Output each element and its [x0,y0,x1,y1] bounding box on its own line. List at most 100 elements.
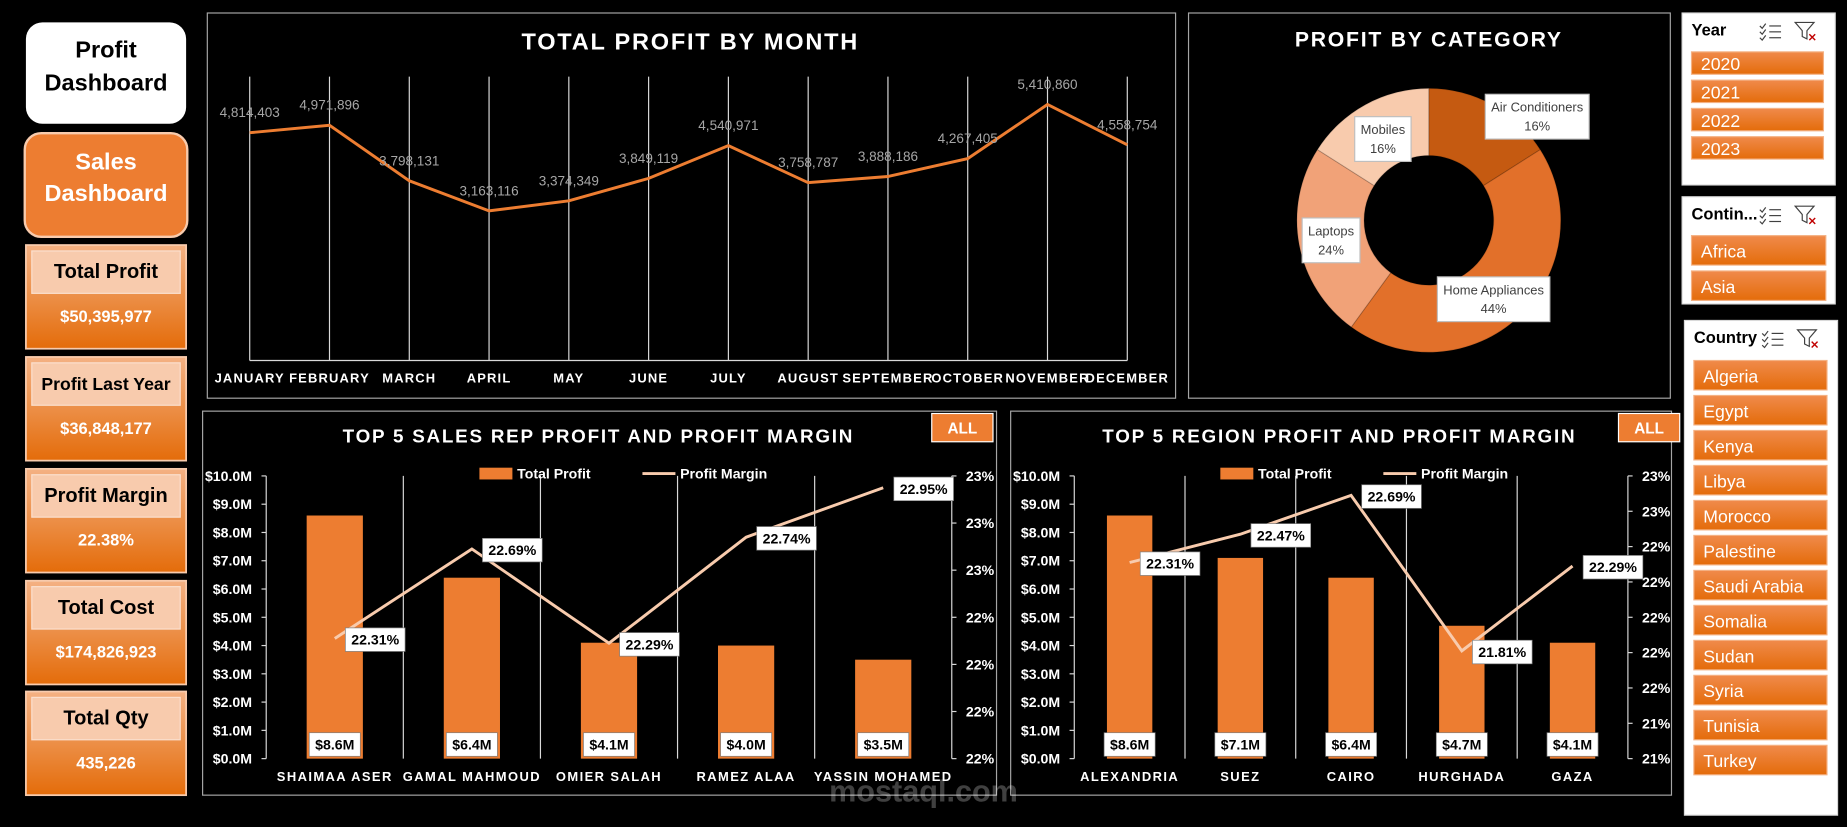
slicer-item-label[interactable]: Turkey [1703,751,1756,771]
icon-check [1759,23,1767,30]
slicer-item[interactable] [1690,79,1825,104]
y-tick-label: $9.0M [1021,496,1060,512]
clear-filter-icon[interactable] [1793,205,1816,225]
slicer-item-label[interactable]: 2020 [1701,54,1740,74]
slicer-item-label[interactable]: Algeria [1703,366,1758,386]
kpi-title: Profit Margin [44,485,167,507]
line-label-box [1361,484,1422,509]
line-value-label: 22.74% [763,530,811,546]
slicer-item[interactable] [1693,639,1828,671]
value-label: 5,410,860 [1017,77,1077,92]
slicer-item[interactable] [1690,51,1825,75]
multi-select-icon[interactable] [1759,23,1782,41]
all-button-label[interactable]: ALL [1634,420,1664,437]
bar [1217,557,1264,759]
slicer-item-label[interactable]: Tunisia [1703,716,1759,736]
slicer-item-label[interactable]: Saudi Arabia [1703,576,1803,596]
data-label-box [1436,276,1551,323]
slicer-item-label[interactable]: Palestine [1703,541,1776,561]
slicer-item[interactable] [1693,429,1828,461]
slicer-item[interactable] [1690,107,1825,132]
slicer-item[interactable] [1693,394,1828,426]
bar-label-box [446,732,498,757]
y-tick-label: $10.0M [205,468,252,484]
y2-tick-label: 22% [1642,645,1671,661]
slicer-item[interactable] [1693,464,1828,496]
value-label: 4,267,405 [938,131,998,146]
multi-select-icon[interactable] [1761,330,1784,349]
slicer-item-label[interactable]: Kenya [1703,436,1753,456]
slicer-item-label[interactable]: Somalia [1703,611,1767,631]
clear-filter-icon[interactable] [1793,21,1816,41]
icon-check [1759,218,1767,225]
kpi-value: 22.38% [78,532,134,550]
all-button[interactable] [1617,412,1681,443]
line-value-label: 22.29% [1589,559,1637,575]
category-label: Home Appliances [1443,282,1544,297]
slicer-item-label[interactable]: Egypt [1703,401,1748,421]
kpi-title: Total Profit [54,261,158,283]
slicer-item[interactable] [1693,359,1828,391]
slicer-item[interactable] [1693,604,1828,636]
slicer-title: Country [1694,329,1758,347]
line-label-box [1250,523,1312,548]
line-value-label: 22.31% [1146,556,1194,572]
slicer-item-label[interactable]: Libya [1703,471,1745,491]
slicer-item[interactable] [1693,534,1828,566]
x-tick-label: JUNE [629,371,668,386]
sales-dashboard-button[interactable] [23,131,189,238]
slicer-title: Year [1692,22,1727,40]
x-tick-label: HURGHADA [1418,769,1505,784]
y-tick-label: $2.0M [213,694,252,710]
y-tick-label: $3.0M [1021,666,1060,682]
bar [443,577,500,759]
x-tick-label: SHAIMAA ASER [277,769,393,784]
icon-funnel [1793,21,1816,40]
y-tick-label: $1.0M [213,722,252,738]
all-button-label[interactable]: ALL [947,420,977,437]
slicer-item-label[interactable]: Morocco [1703,506,1771,526]
slicer-item[interactable] [1690,235,1827,266]
margin-line [1129,493,1574,653]
legend-label: Profit Margin [1421,466,1508,482]
slicer-item-label[interactable]: 2023 [1701,139,1740,159]
y-tick-label: $10.0M [1013,468,1060,484]
line-label-box [345,627,406,652]
profit-dashboard-button[interactable] [25,22,187,124]
slicer-item[interactable] [1693,709,1828,741]
watermark: mostaql.com [829,775,1018,809]
icon-check [1759,35,1767,41]
y-tick-label: $7.0M [1021,553,1060,569]
slicer-item[interactable] [1690,270,1827,302]
multi-select-icon[interactable] [1759,207,1782,225]
icon-x [1811,341,1819,349]
category-label: Laptops [1308,223,1354,238]
slicer-item[interactable] [1693,499,1828,531]
bar-value-label: $7.1M [1221,736,1260,752]
slicer-item[interactable] [1693,744,1828,776]
icon-check [1759,207,1767,213]
slicer-item-label[interactable]: 2022 [1701,111,1740,131]
bar-label-box [1214,732,1267,757]
profit-dashboard-label: Dashboard [45,70,168,96]
slicer-item[interactable] [1693,674,1828,706]
slicer-item-label[interactable]: Asia [1701,277,1736,297]
chart-title: PROFIT BY CATEGORY [1295,29,1563,52]
slicer-item[interactable] [1690,136,1825,160]
legend-swatch [479,467,513,480]
data-label-box [1484,93,1590,140]
slicer-item[interactable] [1693,569,1828,601]
slicer-item-label[interactable]: 2021 [1701,83,1740,103]
slicer-item-label[interactable]: Syria [1703,681,1743,701]
y-tick-label: $3.0M [213,666,252,682]
y-tick-label: $6.0M [1021,581,1060,597]
bar-value-label: $4.0M [726,736,765,752]
bar-label-box [1103,732,1156,757]
clear-filter-icon[interactable] [1796,329,1819,349]
all-button[interactable] [931,412,994,443]
slicer-item-label[interactable]: Sudan [1703,646,1754,666]
slicer-item-label[interactable]: Africa [1701,242,1746,262]
value-label: 3,374,349 [539,173,599,188]
chart-title: TOP 5 REGION PROFIT AND PROFIT MARGIN [1102,425,1576,446]
